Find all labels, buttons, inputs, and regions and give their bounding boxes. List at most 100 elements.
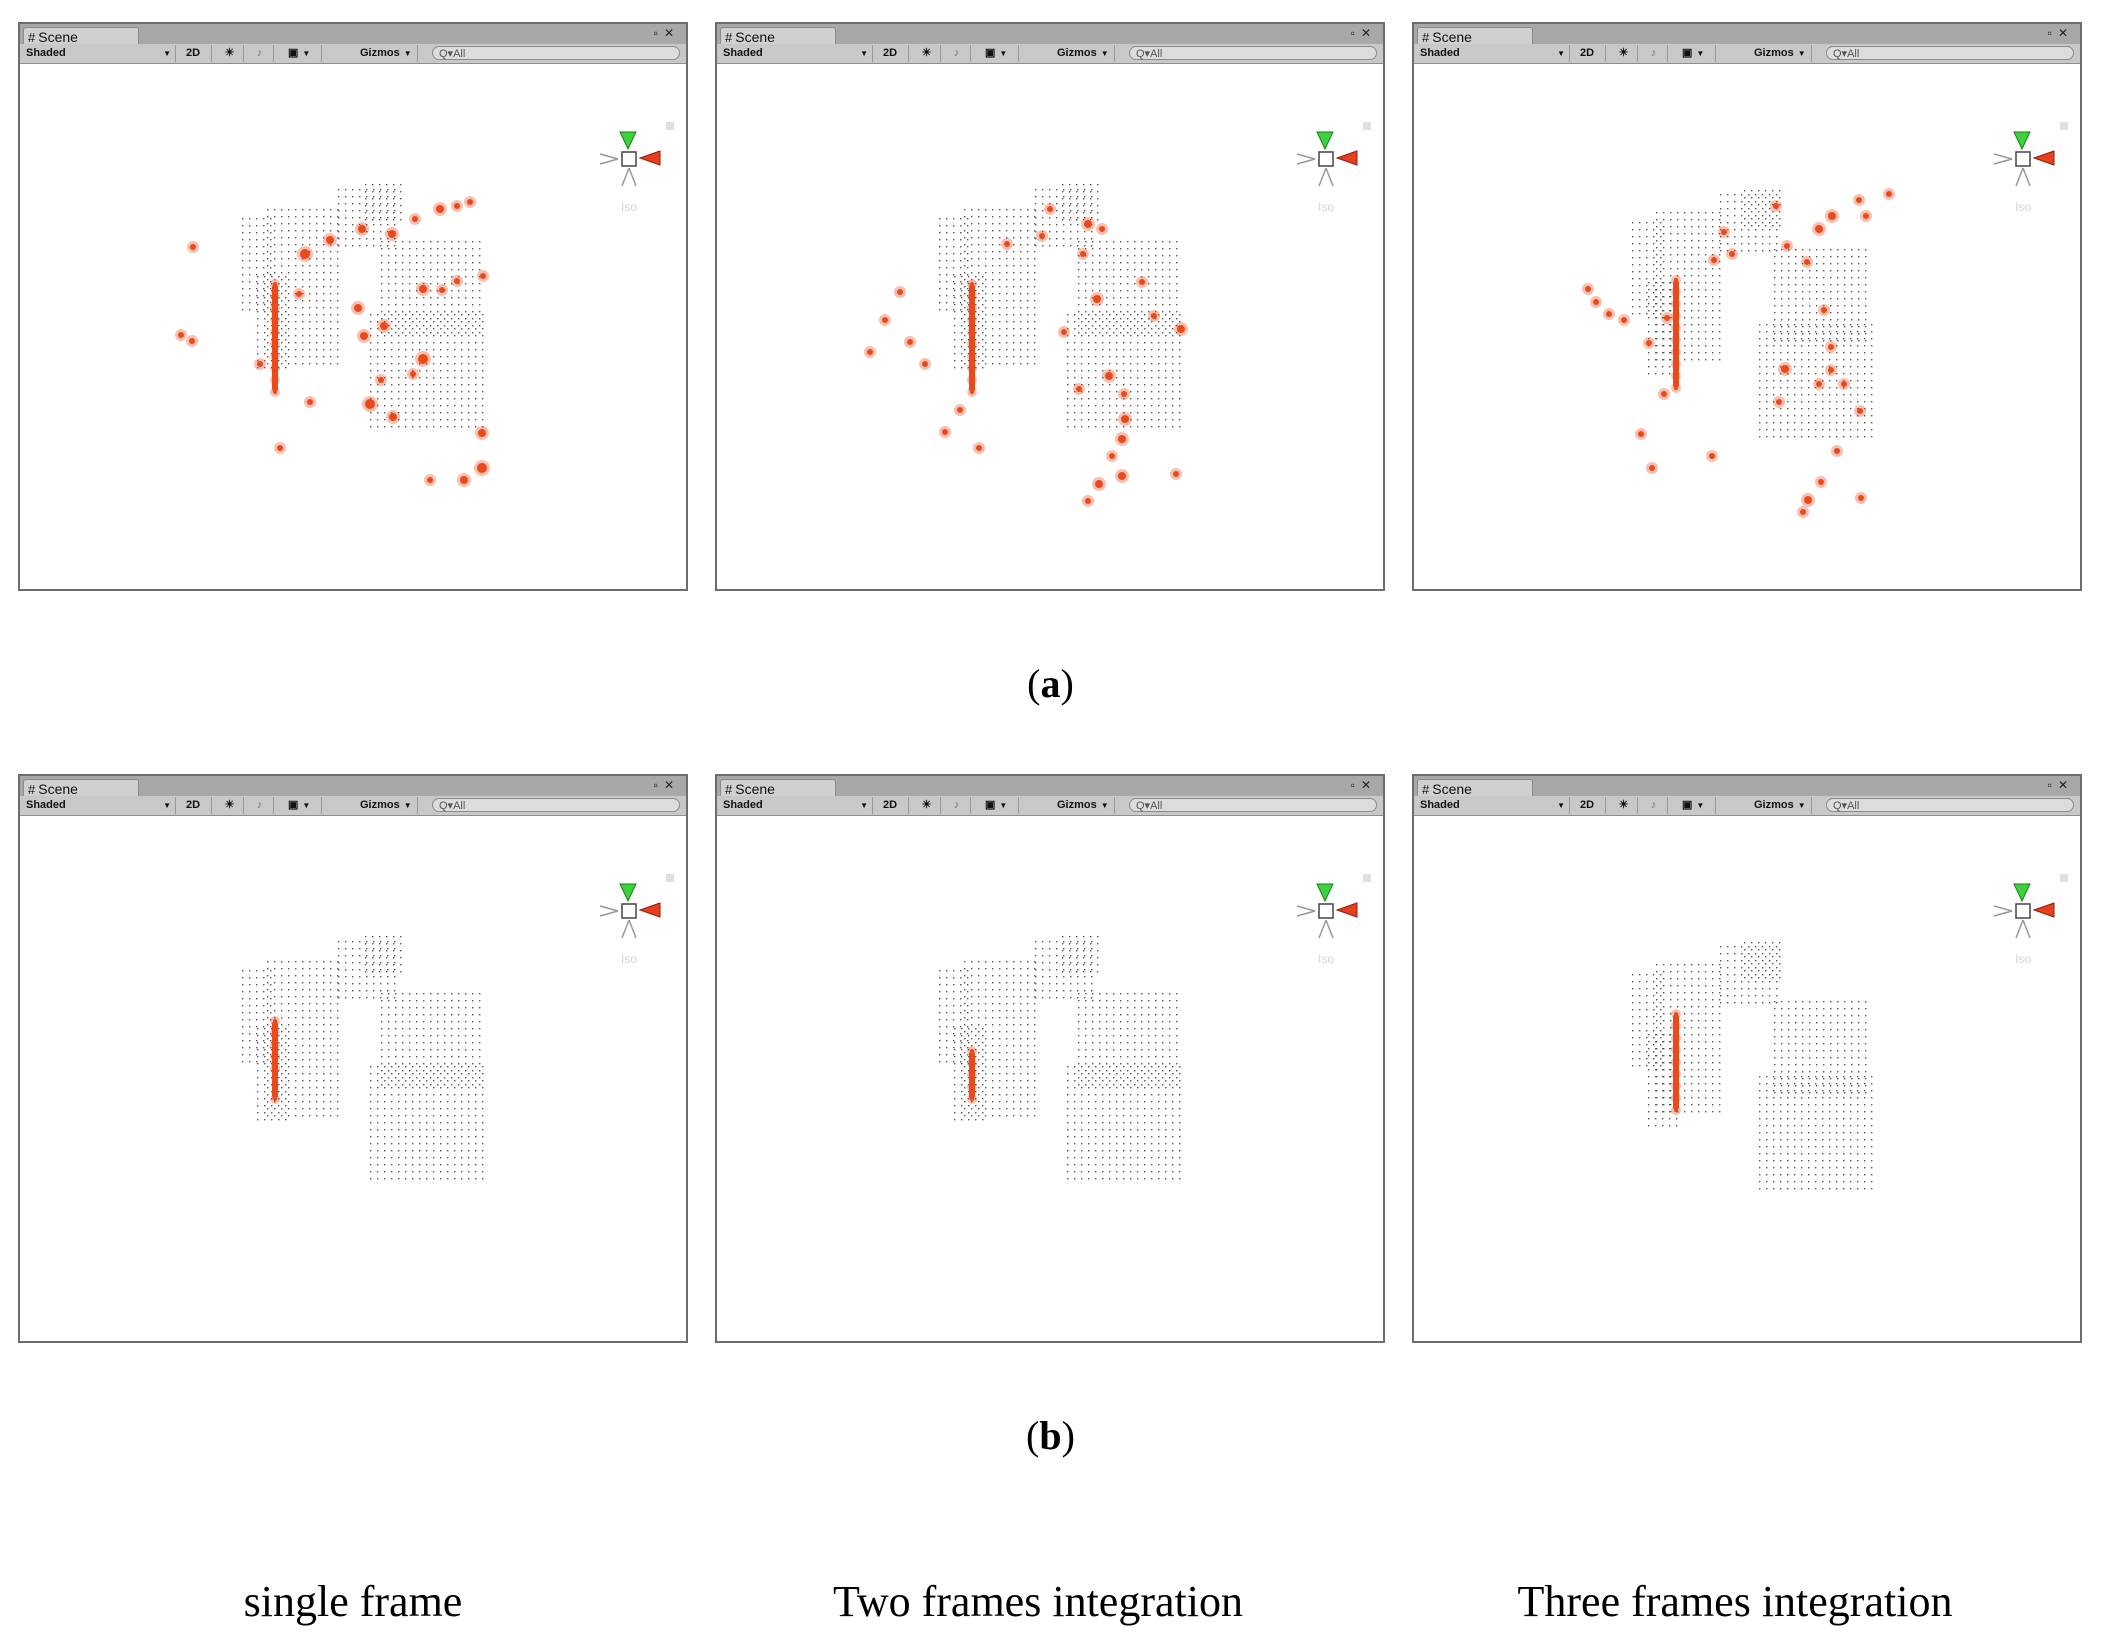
effects-dropdown-icon[interactable]: ▣ ▼ [979, 797, 1019, 814]
gizmo-neg-y-axis-icon[interactable] [1318, 167, 1334, 187]
2d-toggle-button[interactable]: 2D [879, 45, 909, 62]
cloud-point [1155, 1042, 1157, 1044]
cloud-point [1719, 212, 1721, 214]
2d-toggle-button[interactable]: 2D [182, 45, 212, 62]
gizmo-x-axis-cone-icon[interactable] [638, 150, 661, 166]
gizmo-center-cube-icon[interactable] [1318, 151, 1334, 167]
gizmo-y-axis-cone-icon[interactable] [2013, 131, 2031, 151]
gizmo-z-axis-icon[interactable] [1993, 153, 2013, 165]
gizmo-y-axis-cone-icon[interactable] [1316, 131, 1334, 151]
scene-viewport[interactable]: Iso [20, 816, 686, 1341]
gizmo-y-axis-cone-icon[interactable] [619, 131, 637, 151]
close-icon[interactable]: ✕ [1360, 778, 1377, 792]
cloud-point [1639, 257, 1641, 259]
gizmos-dropdown[interactable]: Gizmos ▼ [1053, 45, 1115, 62]
shading-mode-dropdown[interactable]: Shaded ▼ [1416, 45, 1570, 62]
cloud-point [1639, 250, 1641, 252]
gizmo-neg-y-axis-icon[interactable] [621, 919, 637, 939]
cloud-point [985, 328, 987, 330]
scene-tab[interactable]: # Scene [720, 27, 836, 46]
scene-viewport[interactable]: Iso [717, 64, 1383, 589]
cloud-point [1662, 282, 1664, 284]
maximize-icon[interactable]: ▫ [653, 778, 664, 792]
2d-toggle-button[interactable]: 2D [879, 797, 909, 814]
gizmo-x-axis-cone-icon[interactable] [2032, 150, 2055, 166]
shading-mode-dropdown[interactable]: Shaded ▼ [22, 45, 176, 62]
gizmo-neg-y-axis-icon[interactable] [2015, 167, 2031, 187]
scene-gizmo[interactable]: Iso [1296, 122, 1371, 214]
lighting-toggle-icon[interactable]: ☀ [216, 45, 244, 62]
gizmo-center-cube-icon[interactable] [2015, 151, 2031, 167]
lock-icon[interactable] [2060, 122, 2068, 130]
close-icon[interactable]: ✕ [2057, 26, 2074, 40]
close-icon[interactable]: ✕ [663, 778, 680, 792]
cloud-point [242, 267, 244, 269]
audio-toggle-icon[interactable]: ♪ [943, 45, 971, 62]
shading-mode-dropdown[interactable]: Shaded ▼ [719, 797, 873, 814]
gizmo-x-axis-cone-icon[interactable] [638, 902, 661, 918]
maximize-icon[interactable]: ▫ [653, 26, 664, 40]
maximize-icon[interactable]: ▫ [1350, 26, 1361, 40]
scene-tab[interactable]: # Scene [1417, 27, 1533, 46]
scene-viewport[interactable]: Iso [1414, 64, 2080, 589]
lighting-toggle-icon[interactable]: ☀ [913, 45, 941, 62]
effects-dropdown-icon[interactable]: ▣ ▼ [282, 797, 322, 814]
scene-tab[interactable]: # Scene [23, 27, 139, 46]
effects-dropdown-icon[interactable]: ▣ ▼ [979, 45, 1019, 62]
gizmo-z-axis-icon[interactable] [599, 153, 619, 165]
cloud-point [1081, 349, 1083, 351]
cloud-point [281, 293, 283, 295]
close-icon[interactable]: ✕ [663, 26, 680, 40]
shading-mode-dropdown[interactable]: Shaded ▼ [22, 797, 176, 814]
effects-dropdown-icon[interactable]: ▣ ▼ [1676, 45, 1716, 62]
cloud-point [1655, 324, 1657, 326]
audio-toggle-icon[interactable]: ♪ [246, 797, 274, 814]
audio-toggle-icon[interactable]: ♪ [943, 797, 971, 814]
scene-gizmo[interactable]: Iso [1993, 122, 2068, 214]
lighting-toggle-icon[interactable]: ☀ [913, 797, 941, 814]
scene-viewport[interactable]: Iso [20, 64, 686, 589]
cloud-point [1176, 297, 1178, 299]
scene-tab[interactable]: # Scene [23, 779, 139, 798]
maximize-icon[interactable]: ▫ [2047, 26, 2058, 40]
gizmos-dropdown[interactable]: Gizmos ▼ [1053, 797, 1115, 814]
gizmo-center-cube-icon[interactable] [621, 903, 637, 919]
lock-icon[interactable] [666, 122, 674, 130]
search-input[interactable]: Q▾All [432, 798, 680, 812]
gizmo-neg-y-axis-icon[interactable] [621, 167, 637, 187]
shading-mode-dropdown[interactable]: Shaded ▼ [719, 45, 873, 62]
gizmos-dropdown[interactable]: Gizmos ▼ [356, 797, 418, 814]
cloud-point [1067, 356, 1069, 358]
lighting-toggle-icon[interactable]: ☀ [216, 797, 244, 814]
cloud-point [964, 328, 966, 330]
gizmo-x-axis-cone-icon[interactable] [1335, 150, 1358, 166]
lock-icon[interactable] [666, 874, 674, 882]
gizmos-dropdown[interactable]: Gizmos ▼ [356, 45, 418, 62]
audio-toggle-icon[interactable]: ♪ [1640, 45, 1668, 62]
close-icon[interactable]: ✕ [1360, 26, 1377, 40]
gizmo-z-axis-icon[interactable] [1296, 153, 1316, 165]
gizmo-z-axis-icon[interactable] [599, 905, 619, 917]
cloud-point [1858, 249, 1860, 251]
scene-gizmo[interactable]: Iso [599, 122, 674, 214]
lighting-toggle-icon[interactable]: ☀ [1610, 45, 1638, 62]
chevron-down-icon: ▼ [1100, 49, 1109, 58]
search-input[interactable]: Q▾All [1129, 46, 1377, 60]
cloud-point [316, 293, 318, 295]
gizmos-dropdown[interactable]: Gizmos ▼ [1750, 45, 1812, 62]
2d-toggle-button[interactable]: 2D [1576, 45, 1606, 62]
effects-dropdown-icon[interactable]: ▣ ▼ [282, 45, 322, 62]
gizmo-y-axis-cone-icon[interactable] [619, 883, 637, 903]
search-input[interactable]: Q▾All [1826, 46, 2074, 60]
2d-toggle-button[interactable]: 2D [182, 797, 212, 814]
lock-icon[interactable] [1363, 122, 1371, 130]
scene-tab[interactable]: # Scene [720, 779, 836, 798]
audio-toggle-icon[interactable]: ♪ [246, 45, 274, 62]
scene-gizmo[interactable]: Iso [599, 874, 674, 966]
maximize-icon[interactable]: ▫ [1350, 778, 1361, 792]
gizmo-center-cube-icon[interactable] [621, 151, 637, 167]
cloud-point [1078, 304, 1080, 306]
search-input[interactable]: Q▾All [1129, 798, 1377, 812]
search-input[interactable]: Q▾All [432, 46, 680, 60]
scene-viewport[interactable]: Iso [717, 816, 1383, 1341]
